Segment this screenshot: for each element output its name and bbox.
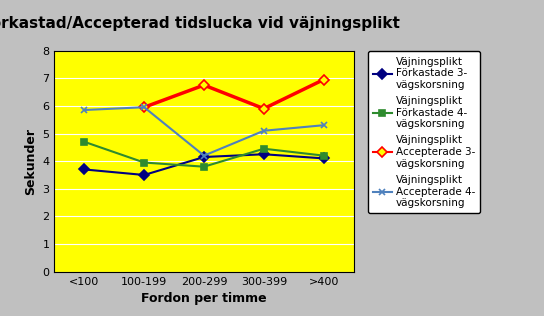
- Legend: Väjningsplikt
Förkastade 3-
vägskorsning, Väjningsplikt
Förkastade 4-
vägskorsni: Väjningsplikt Förkastade 3- vägskorsning…: [368, 51, 480, 213]
- Text: Förkastad/Accepterad tidslucka vid väjningsplikt: Förkastad/Accepterad tidslucka vid väjni…: [0, 16, 400, 31]
- X-axis label: Fordon per timme: Fordon per timme: [141, 292, 267, 305]
- Y-axis label: Sekunder: Sekunder: [24, 128, 37, 195]
